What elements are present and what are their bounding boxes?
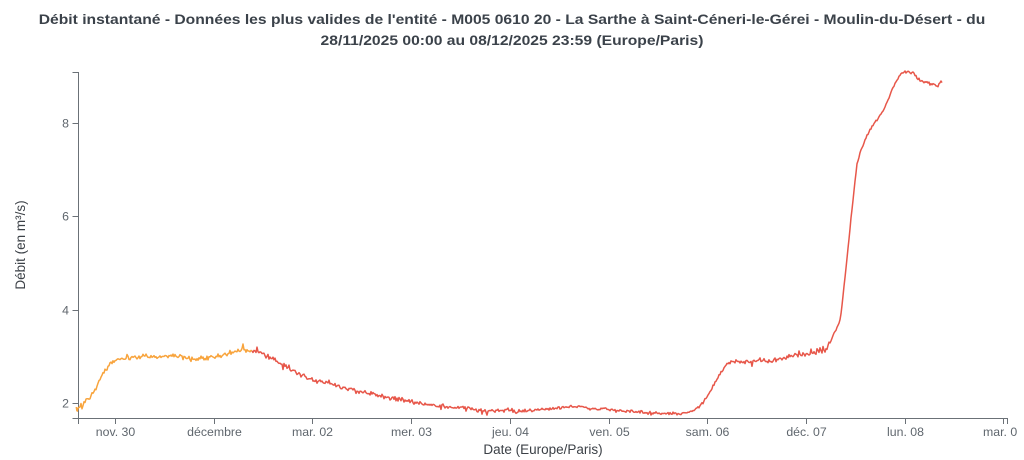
- svg-text:lun. 08: lun. 08: [887, 425, 924, 439]
- svg-text:déc. 07: déc. 07: [786, 425, 826, 439]
- svg-text:Date (Europe/Paris): Date (Europe/Paris): [483, 442, 602, 457]
- svg-text:mer. 03: mer. 03: [391, 425, 432, 439]
- svg-text:mar. 09: mar. 09: [983, 425, 1017, 439]
- svg-text:décembre: décembre: [187, 425, 242, 439]
- svg-text:2: 2: [62, 397, 69, 411]
- svg-text:mar. 02: mar. 02: [292, 425, 333, 439]
- svg-text:sam. 06: sam. 06: [686, 425, 730, 439]
- svg-text:4: 4: [62, 304, 69, 318]
- svg-text:8: 8: [62, 117, 69, 131]
- svg-text:nov. 30: nov. 30: [96, 425, 136, 439]
- svg-text:jeu. 04: jeu. 04: [491, 425, 529, 439]
- svg-text:6: 6: [62, 210, 69, 224]
- svg-text:Débit (en m³/s): Débit (en m³/s): [13, 200, 28, 289]
- svg-text:ven. 05: ven. 05: [589, 425, 629, 439]
